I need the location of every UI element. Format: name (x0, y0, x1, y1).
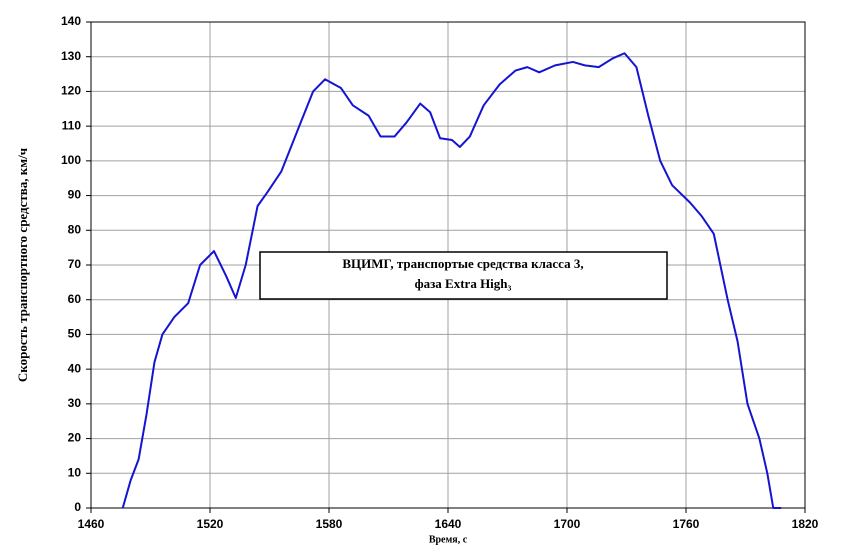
y-tick-label: 0 (74, 500, 81, 514)
y-tick-label: 90 (68, 188, 82, 202)
x-axis-label: Время, с (429, 534, 468, 545)
y-tick-label: 80 (68, 222, 82, 236)
y-tick-label: 100 (61, 153, 81, 167)
x-tick-label: 1760 (673, 517, 700, 531)
data-line (121, 52, 782, 509)
x-tick-label: 1640 (435, 517, 462, 531)
y-tick-label: 30 (68, 396, 82, 410)
y-tick-label: 40 (68, 361, 82, 375)
plot-frame (90, 21, 806, 509)
y-tick-label: 120 (61, 84, 81, 98)
y-tick-label: 130 (61, 49, 81, 63)
x-tick-label: 1580 (316, 517, 343, 531)
y-tick-label: 60 (68, 292, 82, 306)
annotation-text: фаза Extra High₃ (415, 276, 512, 291)
y-axis-label: Скорость транспортного средства, км/ч (15, 148, 30, 382)
y-tick-label: 10 (68, 465, 82, 479)
x-tick-label: 1460 (78, 517, 105, 531)
x-tick-label: 1520 (197, 517, 224, 531)
y-tick-label: 70 (68, 257, 82, 271)
y-tick-label: 20 (68, 431, 82, 445)
x-tick-label: 1820 (792, 517, 819, 531)
x-tick-label: 1700 (554, 517, 581, 531)
annotation-text: ВЦИМГ, транспортые средства класса 3, (342, 256, 583, 271)
y-tick-label: 110 (62, 118, 82, 132)
annotation-box (259, 251, 668, 300)
y-tick-label: 140 (61, 14, 81, 28)
y-tick-label: 50 (68, 327, 82, 341)
